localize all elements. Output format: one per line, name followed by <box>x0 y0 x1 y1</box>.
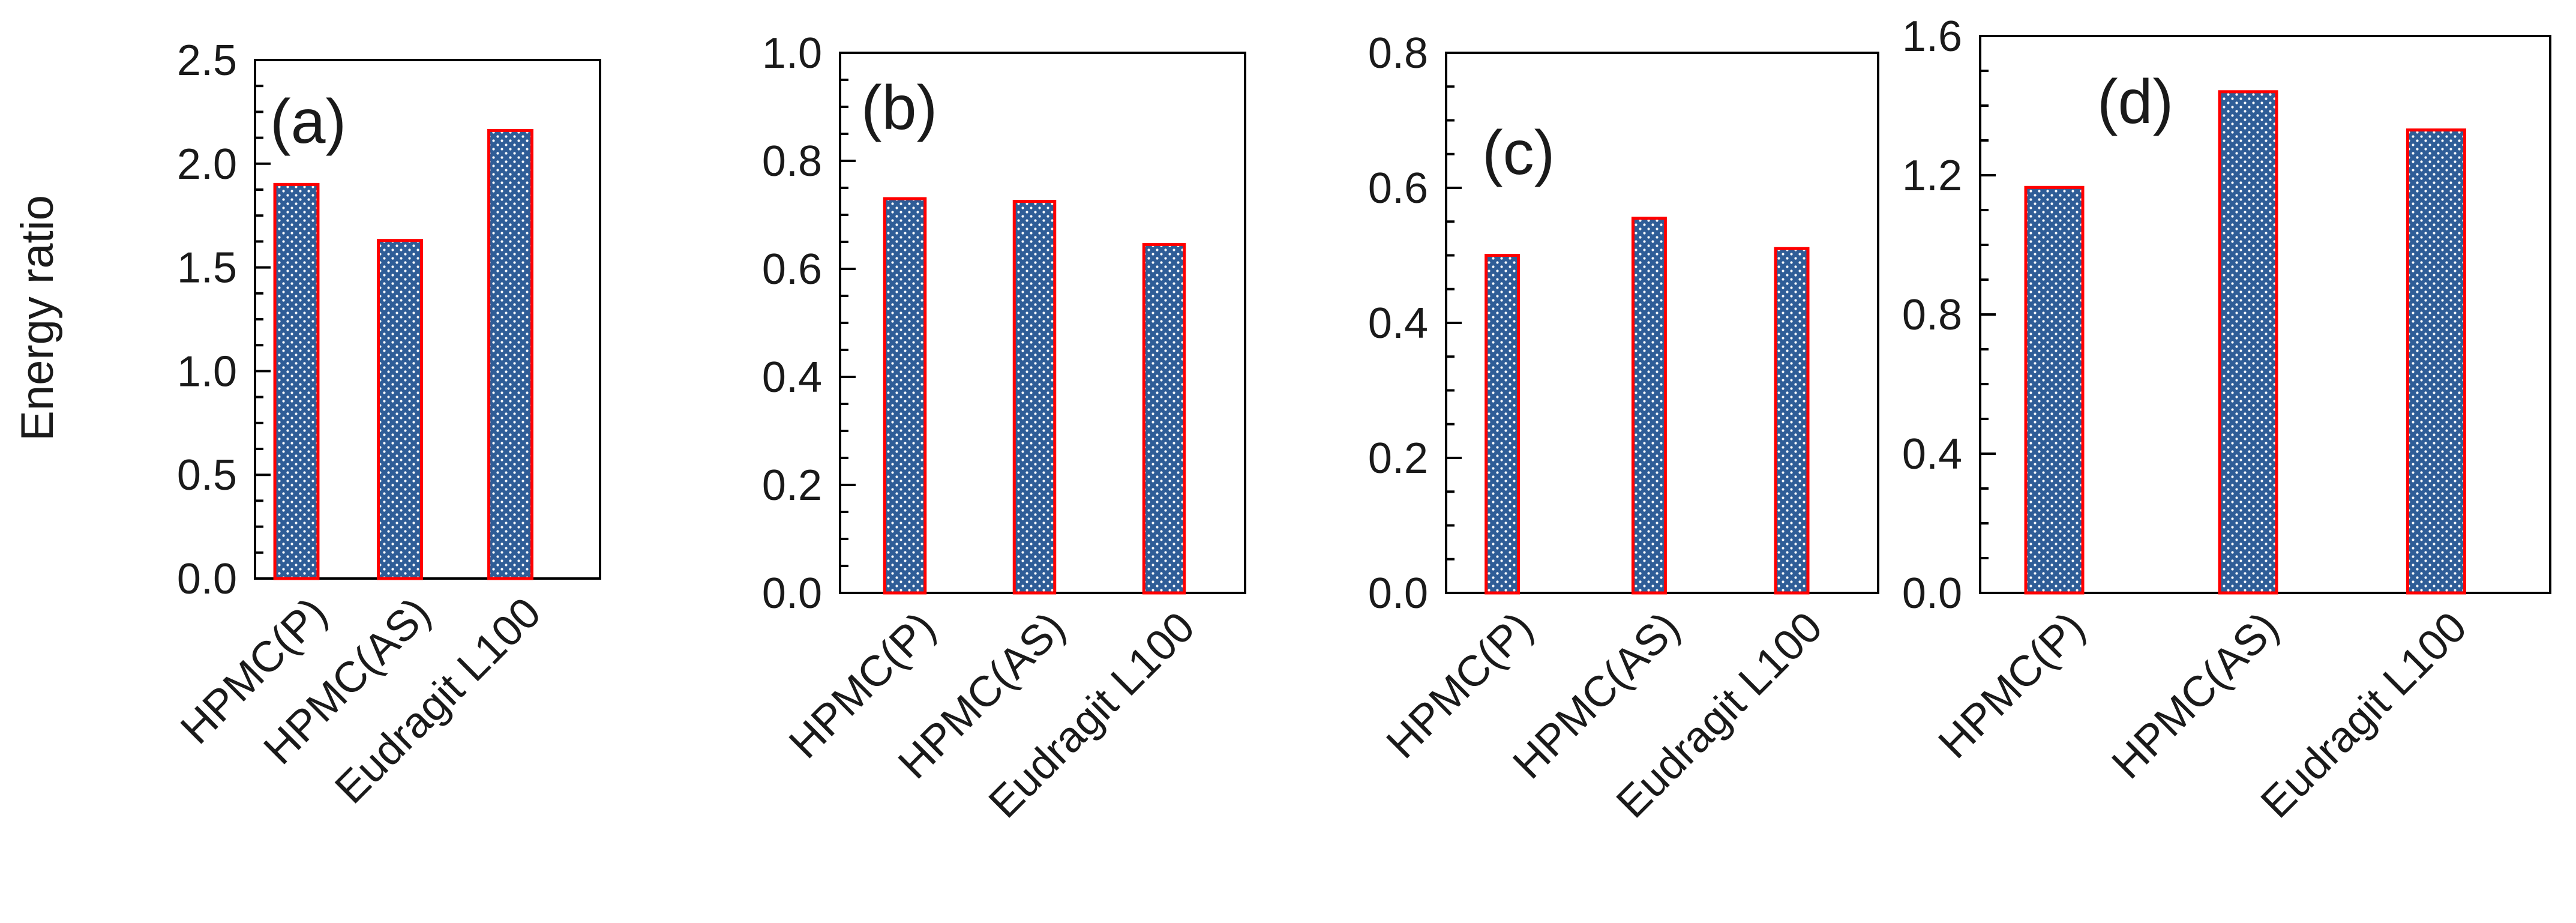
y-tick-label: 0.2 <box>1368 434 1428 483</box>
y-axis-title: Energy ratio <box>12 195 63 441</box>
bar-2 <box>377 239 423 580</box>
bar-2 <box>2218 90 2278 595</box>
y-tick-label: 0.6 <box>1368 164 1428 212</box>
y-tick-label: 0.8 <box>1902 291 1962 339</box>
bar-3 <box>487 129 533 580</box>
y-tick-label: 0.6 <box>762 245 822 293</box>
bar-1 <box>273 182 320 580</box>
chart-panel-2: 0.00.20.40.60.81.0HPMC(P)HPMC(AS)Eudragi… <box>762 29 1246 827</box>
y-tick-label: 0.2 <box>762 462 822 510</box>
bar-1 <box>883 197 927 595</box>
y-tick-label: 0.4 <box>1902 430 1962 478</box>
panel-label: (c) <box>1482 118 1555 188</box>
panels: 0.00.51.01.52.02.5HPMC(P)HPMC(AS)Eudragi… <box>172 13 2551 827</box>
x-tick-label: HPMC(AS) <box>2103 603 2288 788</box>
y-tick-label: 0.0 <box>177 555 237 603</box>
y-tick-label: 1.0 <box>762 29 822 77</box>
y-tick-label: 0.0 <box>1902 570 1962 618</box>
y-tick-label: 0.0 <box>1368 570 1428 618</box>
y-tick-label: 0.8 <box>1368 29 1428 77</box>
y-tick-label: 0.4 <box>762 353 822 401</box>
bar-1 <box>2024 185 2085 595</box>
y-tick-label: 0.8 <box>762 137 822 185</box>
y-tick-label: 1.5 <box>177 244 237 292</box>
bar-3 <box>1142 243 1186 595</box>
y-tick-label: 1.2 <box>1902 152 1962 200</box>
bar-3 <box>2406 128 2466 595</box>
y-tick-label: 1.0 <box>177 347 237 395</box>
panel-label: (a) <box>270 87 346 157</box>
x-tick-label: HPMC(P) <box>1929 603 2094 768</box>
y-tick-label: 0.0 <box>762 570 822 618</box>
y-tick-label: 1.6 <box>1902 13 1962 61</box>
y-tick-label: 0.4 <box>1368 299 1428 347</box>
y-tick-label: 2.5 <box>177 37 237 85</box>
panel-label: (b) <box>861 73 937 143</box>
y-tick-label: 2.0 <box>177 140 237 188</box>
bar-3 <box>1774 247 1810 595</box>
y-tick-label: 0.5 <box>177 451 237 499</box>
chart-panel-1: 0.00.51.01.52.02.5HPMC(P)HPMC(AS)Eudragi… <box>172 37 601 813</box>
panel-label: (d) <box>2097 67 2173 137</box>
bar-2 <box>1012 200 1057 595</box>
bar-2 <box>1631 217 1667 595</box>
bar-1 <box>1485 254 1521 595</box>
